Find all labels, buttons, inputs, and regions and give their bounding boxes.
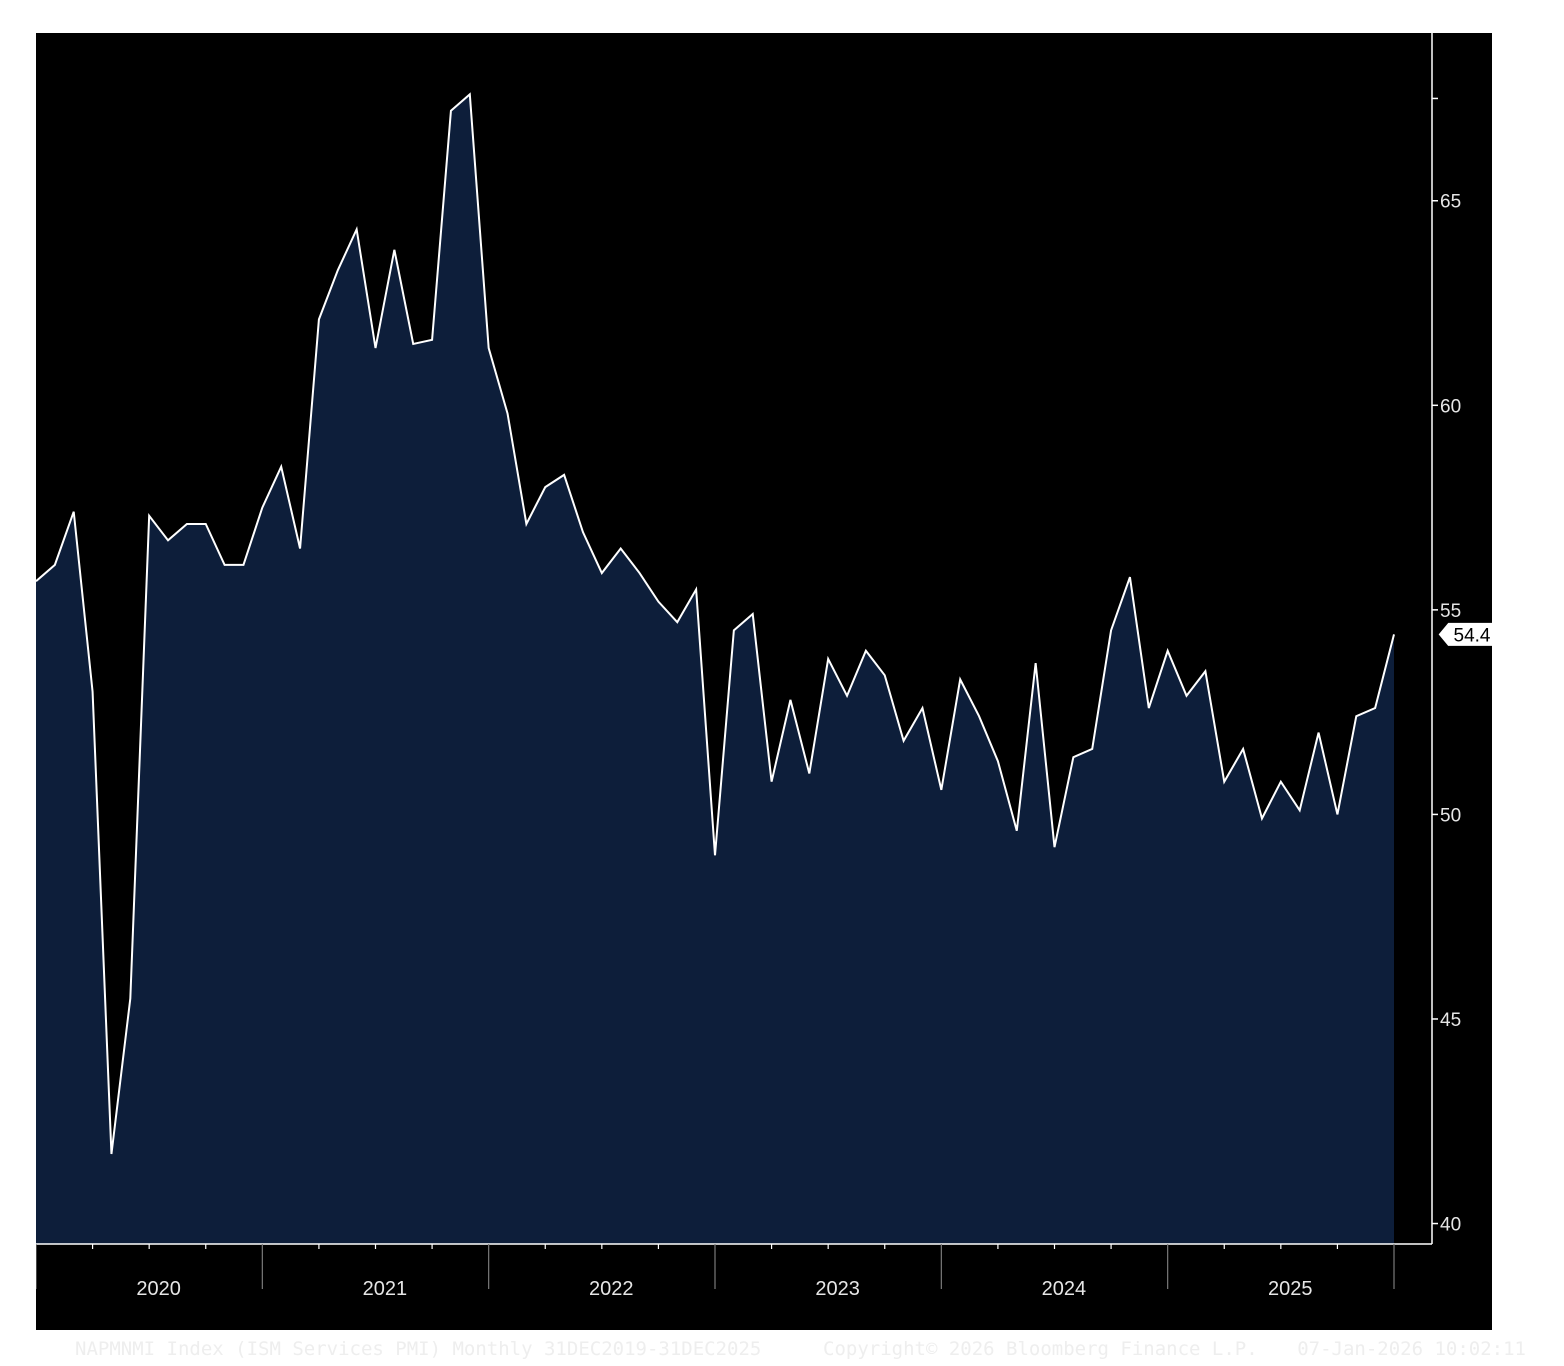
footer-timestamp: 07-Jan-2026 10:02:11 <box>1297 1338 1526 1360</box>
y-tick-label: 55 <box>1440 601 1461 622</box>
last-value-label: 54.4 <box>1454 625 1491 646</box>
chart-panel: 40 45 50 55 60 65 2020 2021 2022 2023 2024 2025 54… <box>36 33 1526 1360</box>
x-year-label: 2020 <box>136 1278 181 1300</box>
footer-series-info: NAPMNMI Index (ISM Services PMI) Monthly… <box>75 1338 762 1360</box>
x-year-label: 2022 <box>589 1278 634 1300</box>
series-area <box>36 94 1394 1244</box>
y-tick-label: 65 <box>1440 192 1461 213</box>
x-year-label: 2025 <box>1268 1278 1313 1300</box>
y-tick-label: 50 <box>1440 805 1461 826</box>
y-tick-label: 40 <box>1440 1215 1461 1236</box>
series-line <box>36 92 1395 1155</box>
y-tick-label: 60 <box>1440 396 1461 417</box>
chart-footer: NAPMNMI Index (ISM Services PMI) Monthly… <box>72 1337 1528 1363</box>
last-value-flag <box>1437 621 1492 647</box>
footer-copyright: Copyright© 2026 Bloomberg Finance L.P. <box>823 1338 1258 1360</box>
x-year-label: 2024 <box>1042 1278 1087 1300</box>
x-year-label: 2021 <box>363 1278 408 1300</box>
x-year-label: 2023 <box>815 1278 860 1300</box>
isms-services-pmi-chart: 40 45 50 55 60 65 2020 2021 2022 2023 2024 2025 54… <box>36 33 1492 1300</box>
y-tick-label: 45 <box>1440 1010 1461 1031</box>
